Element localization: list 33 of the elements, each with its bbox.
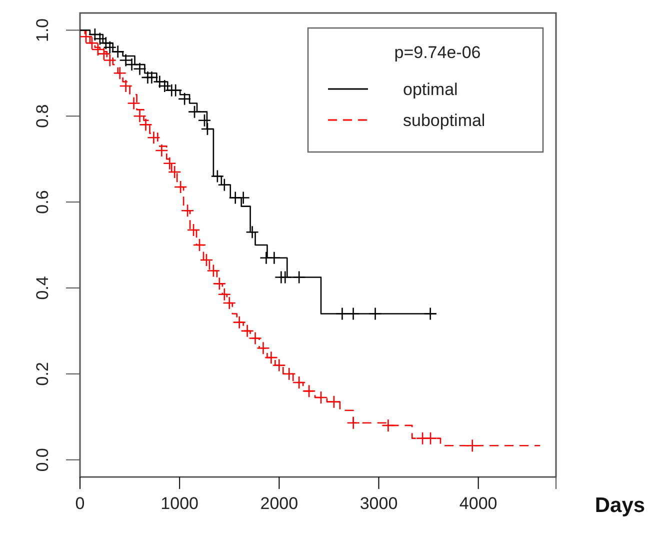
point (178, 92, 192, 106)
x-tick-label: 0 (75, 494, 85, 514)
point (113, 66, 126, 80)
y-tick-label: 0.0 (32, 448, 52, 472)
legend-label: optimal (403, 80, 458, 99)
y-tick-label: 0.8 (32, 104, 52, 128)
point (174, 180, 188, 194)
point (212, 277, 226, 290)
point (147, 130, 160, 144)
point (256, 341, 270, 355)
x-tick-label: 4000 (459, 494, 498, 514)
point (198, 114, 212, 128)
x-axis-title: Days (594, 494, 646, 517)
y-tick-label: 0.4 (32, 276, 52, 300)
point (246, 225, 259, 239)
x-tick-label: 1000 (160, 494, 198, 514)
x-tick-label: 2000 (260, 494, 298, 514)
y-tick-label: 0.6 (32, 190, 52, 214)
point (127, 96, 140, 110)
point (302, 384, 316, 398)
point (186, 223, 200, 237)
point (206, 264, 220, 278)
point (180, 204, 194, 218)
y-tick-label: 0.2 (32, 362, 52, 386)
point (292, 376, 306, 390)
legend-title: p=9.74e-06 (394, 42, 481, 62)
point (155, 144, 168, 158)
legend-label: suboptimal (403, 110, 486, 130)
point (200, 253, 214, 267)
y-tick-label: 1.0 (32, 18, 52, 42)
point (119, 79, 132, 93)
point (192, 238, 206, 252)
x-tick-label: 3000 (360, 494, 398, 514)
